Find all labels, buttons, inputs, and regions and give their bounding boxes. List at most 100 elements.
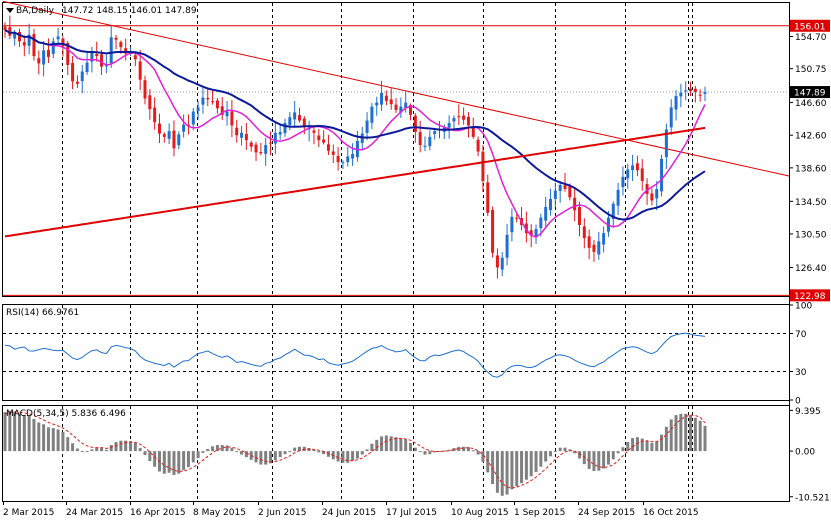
macd-bar [138,448,142,452]
candle [220,97,224,121]
candle [56,28,60,44]
macd-bar [404,439,408,452]
macd-y-tick-label: 0.00 [795,448,815,458]
macd-bar [56,429,60,452]
candle-body [254,144,258,153]
macd-bar [669,419,673,452]
rsi-panel [3,332,789,378]
candle [500,252,504,277]
candle-body [71,62,75,82]
candle-body [698,94,702,96]
macd-bar [703,425,707,452]
main-y-tick-label: 126.40 [795,264,827,274]
candle-body [389,99,393,105]
candle [669,99,673,135]
candle [515,213,519,223]
macd-bar [211,446,215,452]
candle-body [563,185,567,190]
macd-bar [153,451,157,467]
candle [264,137,268,166]
macd-bar [640,438,644,452]
macd-bar [679,413,683,452]
macd-bar [312,449,316,452]
candle [80,64,84,94]
candle [558,180,562,203]
macd-bar [283,451,287,455]
dropdown-triangle-icon[interactable] [6,8,14,13]
candle [317,129,321,147]
candle [114,35,118,50]
candle-body [558,185,562,191]
macd-title: MACD(5,34,5) 5.836 6.496 [6,409,126,419]
candle-body [264,145,268,154]
macd-bar [66,437,70,452]
candle [476,136,480,157]
candle [602,226,606,253]
candle [259,142,263,156]
candle-body [447,122,451,128]
candle-body [336,155,340,163]
candle-body [293,112,297,120]
candle-body [297,115,301,121]
candle [351,143,355,166]
candle-body [269,142,273,144]
candle-body [597,241,601,255]
candle [365,112,369,140]
candle [370,103,374,130]
candle-body [17,32,21,42]
macd-bar [51,428,55,452]
candle [640,159,644,191]
candle-body [3,26,7,30]
macd-bar [471,450,475,452]
macd-bar [100,448,104,452]
macd-y-tick-label: -10.521 [795,493,830,503]
candle [148,89,152,120]
candle-body [544,207,548,221]
macd-bar [635,437,639,452]
candle-body [577,207,581,225]
candle [346,147,350,167]
candle [37,50,41,75]
macd-bar [259,451,263,465]
candle-body [693,88,697,92]
candle [534,224,538,244]
candle-body [32,34,36,57]
macd-bar [143,451,147,456]
rsi-panel-frame [2,304,790,401]
macd-bar [553,451,557,453]
macd-bar [616,451,620,454]
macd-bar [360,451,364,455]
candle-body [394,104,398,110]
macd-bar [389,436,393,452]
macd-bar [626,442,630,452]
candle-body [384,95,388,101]
candle [235,119,239,143]
macd-bar [13,411,17,452]
macd-bar [664,426,668,452]
candle-body [640,168,644,181]
candle [157,113,161,143]
candle-body [244,134,248,141]
price-tag-label: 122.98 [794,292,826,302]
candle-body [133,55,137,60]
candle [172,120,176,157]
x-tick-label: 8 May 2015 [193,508,246,518]
candle [278,124,282,140]
macd-bar [307,448,311,452]
candle [462,107,466,125]
candle [631,154,635,181]
main-y-tick-label: 138.60 [795,164,827,174]
x-tick-label: 1 Sep 2015 [514,508,565,518]
macd-bar [606,451,610,465]
main-y-tick-label: 134.50 [795,198,827,208]
candle [466,112,470,138]
candle [553,182,557,208]
macd-bar [162,451,166,474]
macd-bar [524,451,528,480]
candle-body [462,115,466,120]
candle-body [177,134,181,146]
candle [404,92,408,113]
macd-bar [693,417,697,452]
macd-bar [124,440,128,452]
candle-body [660,158,664,192]
